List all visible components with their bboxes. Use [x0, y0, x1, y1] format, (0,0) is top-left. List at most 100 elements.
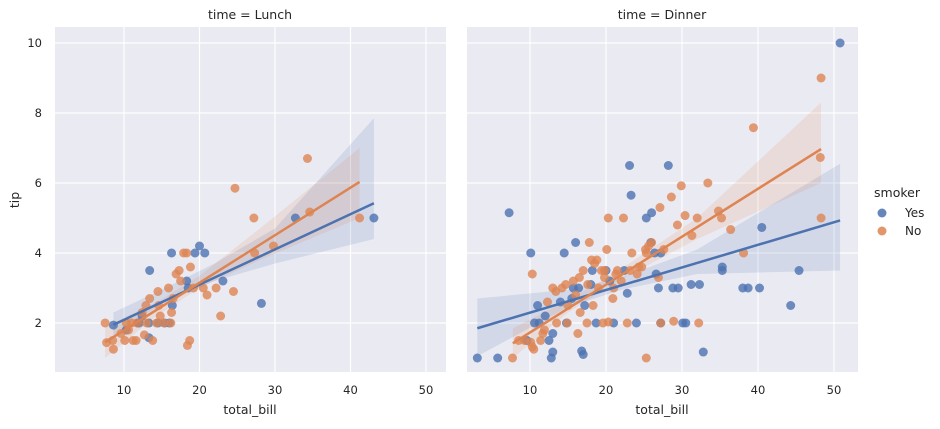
point-no	[717, 213, 727, 223]
point-no	[641, 353, 651, 363]
point-no	[622, 318, 632, 328]
point-no	[669, 316, 679, 326]
point-no	[176, 276, 186, 286]
point-no	[561, 280, 571, 289]
point-yes	[544, 336, 554, 345]
point-no	[100, 318, 110, 328]
plot-area	[467, 27, 858, 372]
y-axis-label: tip	[7, 192, 22, 208]
regression-line-yes	[476, 219, 841, 330]
point-yes	[472, 353, 482, 363]
point-no	[108, 344, 118, 354]
point-no	[527, 342, 537, 352]
point-no	[666, 192, 676, 202]
x-tick-label: 40	[343, 383, 358, 397]
point-yes	[653, 283, 663, 293]
point-yes	[681, 318, 691, 328]
point-yes	[580, 301, 590, 310]
regression-line-yes	[112, 202, 375, 326]
point-no	[249, 213, 259, 223]
point-no	[508, 353, 518, 363]
point-no	[573, 329, 583, 338]
legend-label-yes: Yes	[904, 206, 924, 220]
point-no	[145, 294, 155, 303]
y-tick-label: 6	[35, 176, 42, 190]
point-no	[355, 213, 365, 223]
point-yes	[622, 288, 632, 298]
point-no	[602, 245, 612, 254]
point-no	[583, 280, 593, 289]
point-no	[599, 273, 609, 282]
point-no	[644, 241, 654, 251]
point-yes	[540, 311, 550, 321]
point-no	[228, 287, 238, 296]
x-tick-label: 10	[523, 383, 538, 397]
point-no	[655, 203, 665, 212]
x-tick-label: 40	[751, 383, 766, 397]
x-tick-label: 50	[827, 383, 842, 397]
point-no	[588, 301, 598, 310]
point-no	[603, 213, 613, 223]
legend-marker-yes	[877, 208, 887, 218]
point-no	[575, 308, 585, 317]
legend-title: smoker	[874, 185, 921, 200]
point-no	[538, 329, 548, 338]
point-no	[552, 318, 562, 328]
x-axis-label-dinner: total_bill	[635, 402, 688, 417]
point-yes	[686, 280, 696, 289]
point-no	[618, 213, 628, 223]
panel-lunch: 10 20 30 40 50 2 4 6 8 10	[27, 27, 446, 397]
point-yes	[835, 38, 845, 48]
x-tick-label: 30	[268, 383, 283, 397]
point-yes	[195, 241, 204, 251]
point-no	[167, 308, 177, 317]
point-yes	[591, 318, 601, 328]
y-tick-label: 4	[35, 246, 42, 260]
point-yes	[190, 248, 200, 258]
point-yes	[559, 248, 569, 258]
point-yes	[631, 318, 641, 328]
point-no	[574, 273, 584, 282]
point-yes	[743, 283, 753, 293]
point-no	[582, 318, 592, 328]
y-tick-label: 2	[35, 316, 42, 330]
point-yes	[625, 161, 635, 170]
point-yes	[548, 329, 558, 338]
y-tick-label: 8	[35, 106, 42, 120]
point-no	[816, 73, 826, 83]
point-no	[680, 211, 690, 221]
x-tick-label: 20	[599, 383, 614, 397]
point-yes	[757, 222, 767, 232]
plot-area	[55, 27, 446, 372]
point-no	[202, 290, 212, 300]
point-no	[142, 318, 152, 328]
x-axis-label-lunch: total_bill	[223, 402, 276, 417]
point-yes	[200, 248, 210, 258]
point-no	[603, 317, 613, 327]
point-no	[171, 269, 181, 279]
point-no	[527, 269, 537, 279]
regression-line-no	[512, 147, 822, 345]
point-no	[726, 225, 736, 235]
point-no	[164, 283, 174, 293]
point-no	[198, 283, 208, 293]
point-no	[182, 340, 192, 350]
point-no	[155, 311, 165, 321]
point-no	[182, 248, 192, 258]
x-tick-label: 10	[117, 383, 132, 397]
point-no	[584, 238, 594, 247]
point-yes	[145, 266, 155, 275]
point-no	[672, 220, 682, 230]
point-no	[608, 294, 618, 303]
point-yes	[504, 208, 514, 218]
point-no	[151, 318, 161, 328]
point-no	[542, 297, 552, 307]
point-no	[599, 266, 609, 275]
legend-label-no: No	[905, 224, 921, 238]
point-no	[548, 283, 558, 293]
point-no	[703, 178, 713, 188]
x-tick-label: 50	[419, 383, 434, 397]
point-no	[578, 266, 588, 275]
point-yes	[794, 266, 804, 275]
panel-title-dinner: time = Dinner	[618, 7, 707, 22]
